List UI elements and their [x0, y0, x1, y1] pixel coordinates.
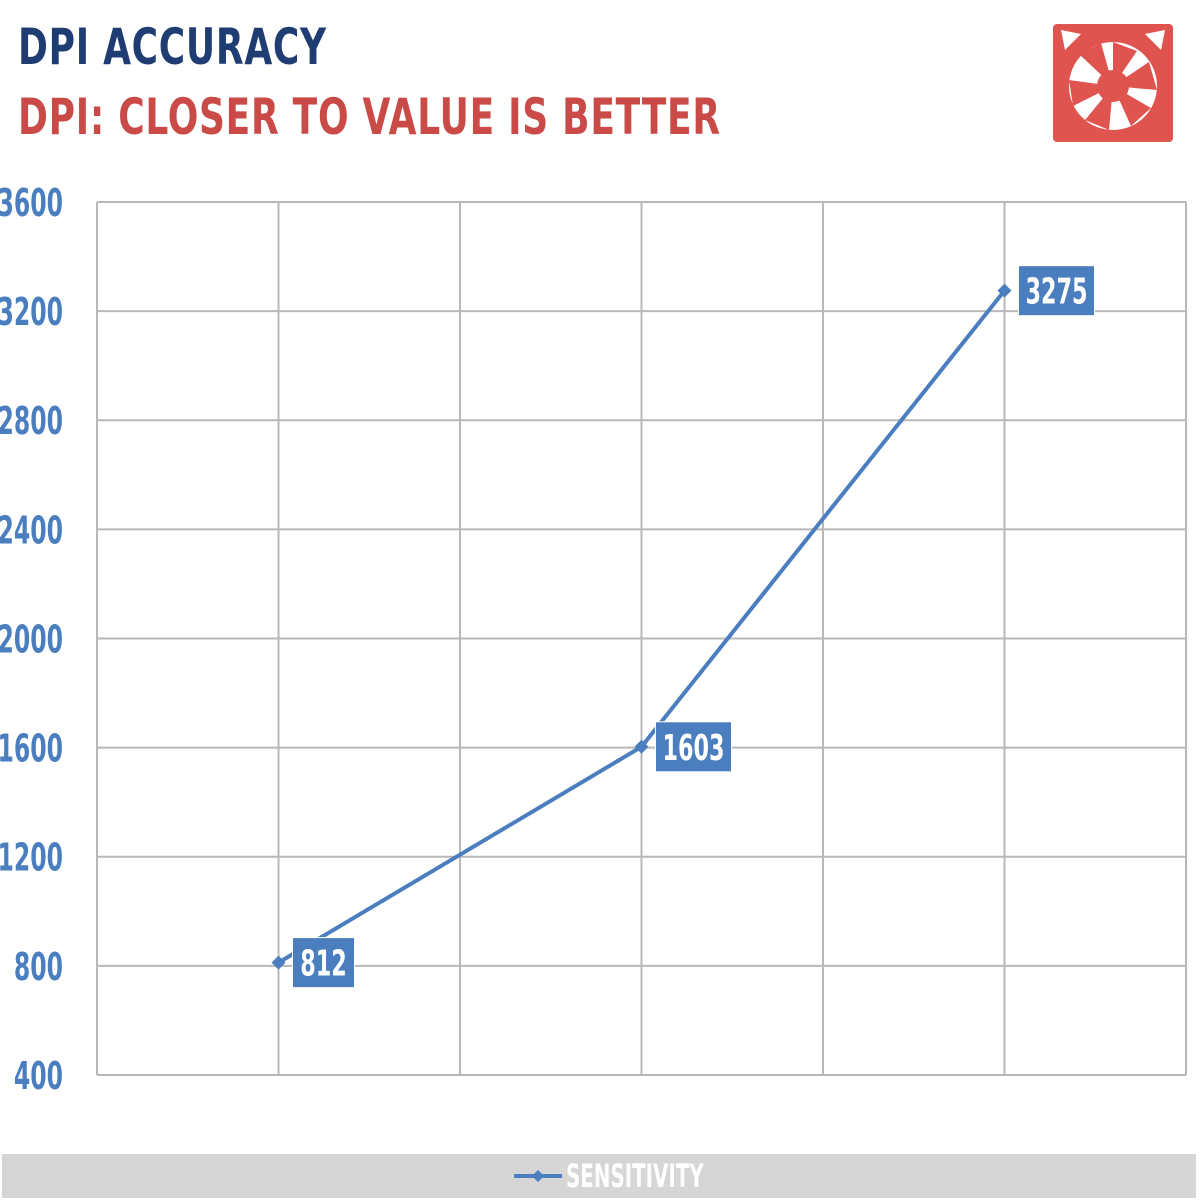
data-point [634, 739, 649, 754]
y-tick-label: 2800 [0, 401, 63, 444]
data-labels: 812 1603 3275 [292, 265, 1095, 989]
data-point [997, 283, 1012, 298]
y-axis: 3600 3200 2800 2400 2000 1600 1200 800 400 [0, 182, 63, 1098]
y-tick-label: 3200 [0, 291, 63, 334]
data-label: 812 [300, 943, 347, 985]
series-sensitivity [271, 283, 1012, 970]
y-tick-label: 2000 [0, 619, 63, 662]
legend-label: SENSITIVITY [566, 1157, 704, 1195]
chart-grid [96, 201, 1187, 1076]
data-label-box [292, 937, 355, 989]
data-label-box [655, 721, 732, 773]
line-chart: 3600 3200 2800 2400 2000 1600 1200 800 400 812 16… [0, 182, 1187, 1099]
data-label: 3275 [1025, 271, 1087, 313]
legend-item-sensitivity[interactable]: SENSITIVITY [514, 1154, 788, 1198]
y-tick-label: 1200 [0, 837, 63, 880]
y-tick-label: 1600 [0, 728, 63, 771]
data-label: 1603 [662, 727, 724, 769]
y-tick-label: 3600 [0, 182, 63, 225]
y-tick-label: 400 [14, 1055, 63, 1098]
data-point [271, 955, 286, 970]
chart-subtitle: DPI: CLOSER TO VALUE IS BETTER [18, 88, 721, 146]
chart-title: DPI ACCURACY [18, 18, 327, 76]
y-tick-label: 800 [14, 946, 63, 989]
legend-line-marker-icon [514, 1166, 564, 1186]
legend: SENSITIVITY [2, 1154, 1196, 1198]
y-tick-label: 2400 [0, 510, 63, 553]
aperture-logo-icon [1053, 24, 1173, 142]
data-label-box [1018, 265, 1095, 317]
